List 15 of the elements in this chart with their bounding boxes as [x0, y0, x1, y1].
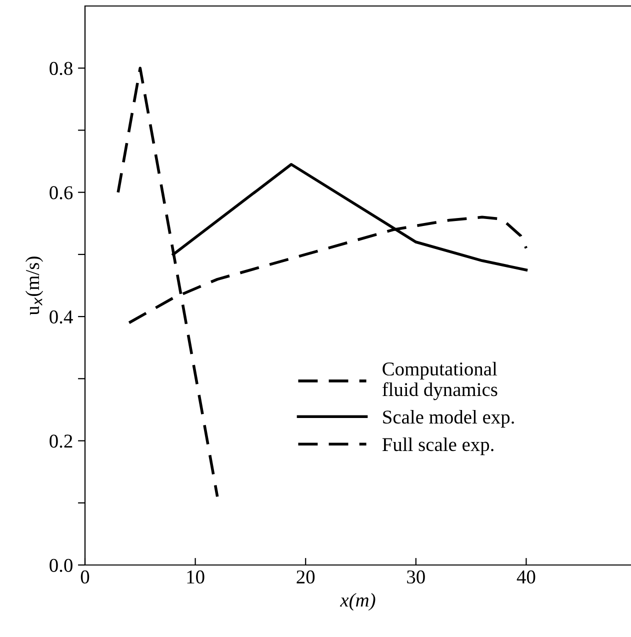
y-tick-label: 0.6 [50, 186, 73, 200]
x-tick-label: 0 [80, 570, 90, 584]
y-tick-label: 0.4 [50, 310, 73, 324]
y-axis-title: u$_{x}$(m/s) [25, 256, 44, 316]
legend-label: Scale model exp. [383, 410, 514, 428]
x-tick-label: 20 [296, 570, 315, 584]
legend-label: Full scale exp. [382, 437, 494, 456]
legend-label: Computational fluid dynamics [382, 362, 498, 400]
y-tick-label: 0.0 [50, 558, 72, 572]
x-axis-title: x(m) [340, 593, 376, 611]
x-tick-label: 30 [407, 570, 425, 584]
y-tick-label: 0.2 [50, 434, 72, 448]
y-tick-label: 0.8 [50, 62, 72, 76]
x-tick-label: 40 [516, 570, 536, 584]
x-tick-label: 10 [187, 570, 204, 584]
